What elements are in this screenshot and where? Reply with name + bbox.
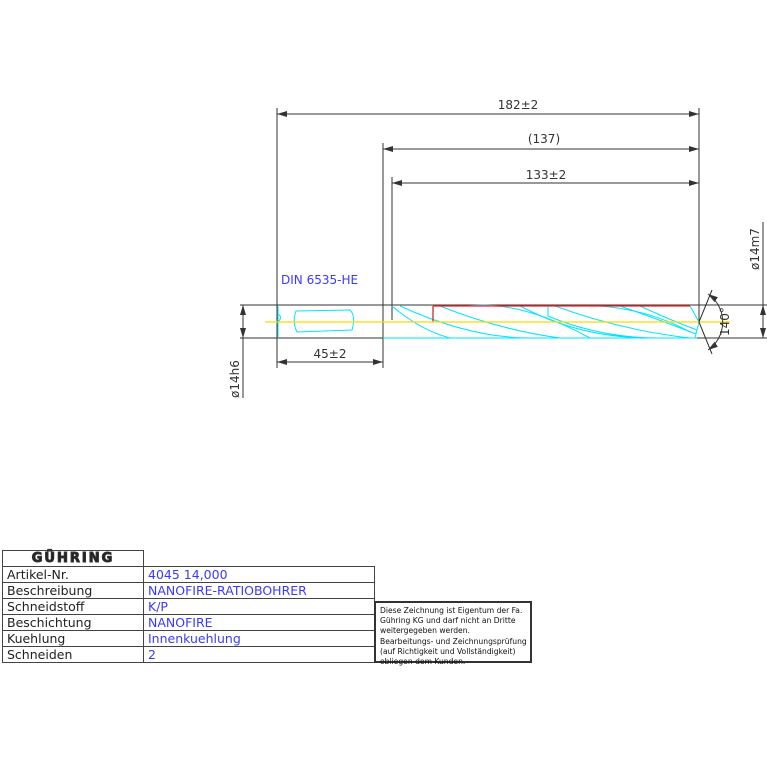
ownership-note: Diese Zeichnung ist Eigentum der Fa. Güh…	[374, 601, 532, 666]
row-label: Kuehlung	[2, 630, 144, 647]
row-label: Beschichtung	[2, 614, 144, 631]
dim-flute-text: 133±2	[526, 168, 567, 182]
row-value: NANOFIRE-RATIOBOHRER	[143, 582, 375, 599]
row-label: Schneiden	[2, 646, 144, 663]
table-row: Schneiden 2	[2, 646, 375, 663]
note-line: (auf Richtigkeit und Vollständigkeit)	[380, 646, 516, 656]
dim-cut-dia-text: ø14m7	[748, 228, 762, 270]
note-line: Gühring KG und darf nicht an Dritte	[380, 616, 516, 626]
table-row: Artikel-Nr. 4045 14,000	[2, 566, 375, 583]
note-line: Diese Zeichnung ist Eigentum der Fa.	[380, 606, 523, 615]
table-row: Beschreibung NANOFIRE-RATIOBOHRER	[2, 582, 375, 599]
row-value: NANOFIRE	[143, 614, 375, 631]
drill-outline	[277, 304, 700, 339]
guehring-logo: GÜHRING	[2, 550, 144, 567]
note-line: Bearbeitungs- und Zeichnungsprüfung	[380, 636, 527, 646]
dim-shank-dia-text: ø14h6	[228, 360, 242, 398]
row-value: 4045 14,000	[143, 566, 375, 583]
din-label: DIN 6535-HE	[281, 273, 358, 287]
dimension-lines	[240, 111, 766, 365]
table-row: Schneidstoff K/P	[2, 598, 375, 615]
row-value: Innenkuehlung	[143, 630, 375, 647]
table-row: Beschichtung NANOFIRE	[2, 614, 375, 631]
dim-reference-text: (137)	[528, 132, 560, 146]
title-block-table: GÜHRING Artikel-Nr. 4045 14,000 Beschreib…	[2, 550, 375, 663]
row-value: K/P	[143, 598, 375, 615]
row-label: Artikel-Nr.	[2, 566, 144, 583]
dim-shank-text: 45±2	[314, 347, 347, 361]
dim-overall-text: 182±2	[498, 98, 539, 112]
point-angle-marker	[698, 289, 724, 355]
row-label: Beschreibung	[2, 582, 144, 599]
note-line: obliegen dem Kunden.	[380, 657, 466, 667]
note-line: weitergegeben werden.	[380, 626, 470, 636]
row-value: 2	[143, 646, 375, 663]
table-row: Kuehlung Innenkuehlung	[2, 630, 375, 647]
row-label: Schneidstoff	[2, 598, 144, 615]
